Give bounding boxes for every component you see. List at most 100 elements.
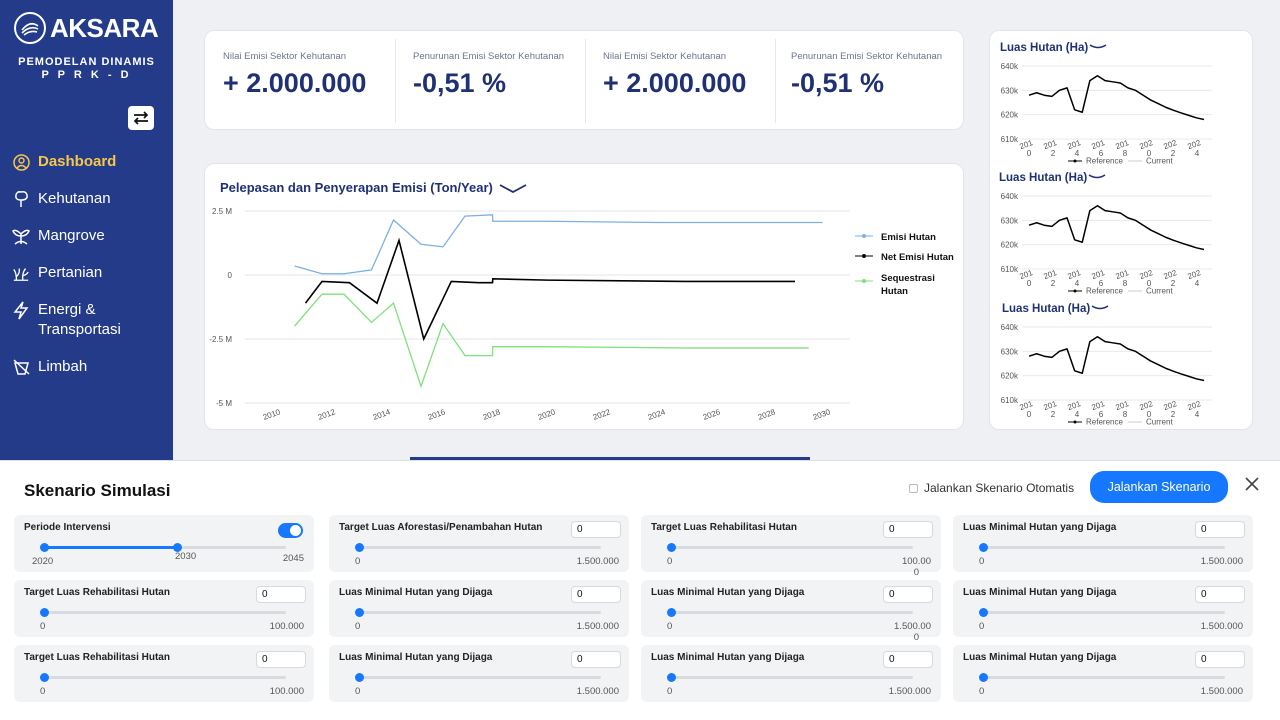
- slider-fill: [44, 546, 178, 549]
- slider-track[interactable]: [355, 608, 601, 617]
- auto-run-checkbox[interactable]: Jalankan Skenario Otomatis: [909, 481, 1074, 495]
- slider-track[interactable]: [667, 608, 913, 617]
- slider-thumb[interactable]: [667, 673, 676, 682]
- swap-button[interactable]: [128, 106, 154, 130]
- slider-thumb[interactable]: [979, 543, 988, 552]
- x-tick-label: 2012: [317, 407, 337, 422]
- slider-max-label: 100.000: [269, 621, 304, 632]
- x-tick-label-sub: 8: [1123, 149, 1128, 158]
- value-input[interactable]: 0: [256, 651, 306, 668]
- y-tick-label: -5 M: [216, 399, 232, 408]
- value-input[interactable]: 0: [883, 651, 933, 668]
- x-tick-label: 2016: [427, 407, 447, 422]
- run-scenario-button[interactable]: Jalankan Skenario: [1090, 471, 1228, 503]
- slider-max-label: 1.500.000: [576, 556, 619, 567]
- x-tick-label: 202: [1162, 399, 1178, 412]
- nav-item-pertanian[interactable]: Pertanian: [12, 263, 170, 283]
- mini-chart-title: Luas Hutan (Ha): [1002, 303, 1090, 315]
- x-tick-label: 201: [1066, 138, 1082, 151]
- legend-marker: [1073, 420, 1077, 424]
- x-tick-label: 202: [1186, 268, 1202, 281]
- value-input[interactable]: 0: [1195, 651, 1245, 668]
- control-label: Luas Minimal Hutan yang Dijaga: [339, 587, 493, 598]
- slider-thumb[interactable]: [40, 543, 49, 552]
- slider-max-label: 1.500.000: [1200, 686, 1243, 697]
- chevron-down-icon: [1088, 174, 1106, 179]
- nav-item-energi[interactable]: Energi & Transportasi: [12, 300, 170, 340]
- slider-thumb[interactable]: [40, 673, 49, 682]
- kpi-value: -0,51 %: [413, 68, 507, 98]
- control-label: Target Luas Aforestasi/Penambahan Hutan: [339, 522, 543, 533]
- kpi-label: Penurunan Emisi Sektor Kehutanan: [413, 51, 565, 62]
- value-input[interactable]: 0: [256, 586, 306, 603]
- toggle-switch[interactable]: [278, 523, 303, 538]
- value-input[interactable]: 0: [1195, 586, 1245, 603]
- slider-min-label: 0: [979, 621, 985, 632]
- slider-thumb[interactable]: [979, 608, 988, 617]
- checkbox-icon[interactable]: [909, 483, 918, 493]
- slider-thumb[interactable]: [667, 543, 676, 552]
- mini-chart-title: Luas Hutan (Ha): [999, 172, 1087, 184]
- x-tick-label: 201: [1042, 138, 1058, 151]
- x-tick-label: 202: [1138, 268, 1154, 281]
- value-input[interactable]: 0: [571, 651, 621, 668]
- slider-track[interactable]: [40, 673, 286, 682]
- slider-control: Luas Minimal Hutan yang Dijaga 0 0 1.500.00…: [953, 515, 1253, 572]
- slider-track[interactable]: [979, 543, 1225, 552]
- slider-thumb[interactable]: [667, 608, 676, 617]
- x-tick-label: 2010: [262, 407, 282, 422]
- value-input[interactable]: 0: [571, 521, 621, 538]
- close-icon[interactable]: [1243, 475, 1261, 493]
- slider-track[interactable]: [979, 673, 1225, 682]
- slider-control: Luas Minimal Hutan yang Dijaga 0 0 1.500.00…: [329, 580, 629, 637]
- x-tick-label-sub: 4: [1075, 410, 1080, 419]
- x-tick-label: 201: [1114, 399, 1130, 412]
- kpi-label: Nilai Emisi Sektor Kehutanan: [223, 51, 347, 62]
- nav-label: Mangrove: [38, 227, 105, 244]
- auto-run-label: Jalankan Skenario Otomatis: [924, 481, 1075, 495]
- slider-thumb-end[interactable]: [173, 543, 183, 552]
- nav-item-mangrove[interactable]: Mangrove: [12, 226, 170, 246]
- slider-thumb[interactable]: [355, 608, 364, 617]
- value-input[interactable]: 0: [883, 586, 933, 603]
- slider-track[interactable]: [355, 543, 601, 552]
- nav-item-limbah[interactable]: Limbah: [12, 357, 170, 377]
- slider-max-label: 1.500.000: [1200, 621, 1243, 632]
- logo: AKSARA: [14, 12, 159, 44]
- nav-label: Dashboard: [38, 153, 117, 170]
- slider-thumb[interactable]: [355, 673, 364, 682]
- slider-track[interactable]: [667, 543, 913, 552]
- nav-item-kehutanan[interactable]: Kehutanan: [12, 189, 170, 209]
- slider-thumb[interactable]: [355, 543, 364, 552]
- slider-control: Luas Minimal Hutan yang Dijaga 0 0 1.500.00…: [953, 645, 1253, 702]
- slider-control: Target Luas Aforestasi/Penambahan Hutan 0…: [329, 515, 629, 572]
- value-input[interactable]: 0: [883, 521, 933, 538]
- x-tick-label-sub: 2: [1051, 279, 1056, 288]
- value-input[interactable]: 0: [571, 586, 621, 603]
- slider-thumb[interactable]: [40, 608, 49, 617]
- slider-control: Luas Minimal Hutan yang Dijaga 0 0 1.500.00…: [953, 580, 1253, 637]
- slider-track[interactable]: [40, 608, 286, 617]
- chevron-down-icon[interactable]: [499, 183, 527, 193]
- simulation-panel: Skenario Simulasi Jalankan Skenario Otom…: [0, 460, 1280, 720]
- slider-track[interactable]: [667, 673, 913, 682]
- slider-track[interactable]: [979, 608, 1225, 617]
- x-tick-label: 201: [1090, 268, 1106, 281]
- slider-min-label: 0: [355, 621, 361, 632]
- slider-thumb[interactable]: [979, 673, 988, 682]
- logo-emblem-icon: [14, 12, 46, 44]
- chevron-down-icon: [1089, 44, 1107, 49]
- nav-item-dashboard[interactable]: Dashboard: [12, 152, 170, 172]
- x-tick-label-sub: 8: [1123, 279, 1128, 288]
- control-label: Periode Intervensi: [24, 522, 111, 533]
- x-tick-label-sub: 6: [1099, 279, 1104, 288]
- value-input[interactable]: 0: [1195, 521, 1245, 538]
- slider-track[interactable]: [40, 543, 286, 552]
- y-tick-label: 640k: [1001, 323, 1019, 332]
- y-tick-label: 630k: [1001, 216, 1019, 225]
- nav-label: Kehutanan: [38, 190, 111, 207]
- tree-icon: [12, 189, 30, 209]
- slider-track[interactable]: [355, 673, 601, 682]
